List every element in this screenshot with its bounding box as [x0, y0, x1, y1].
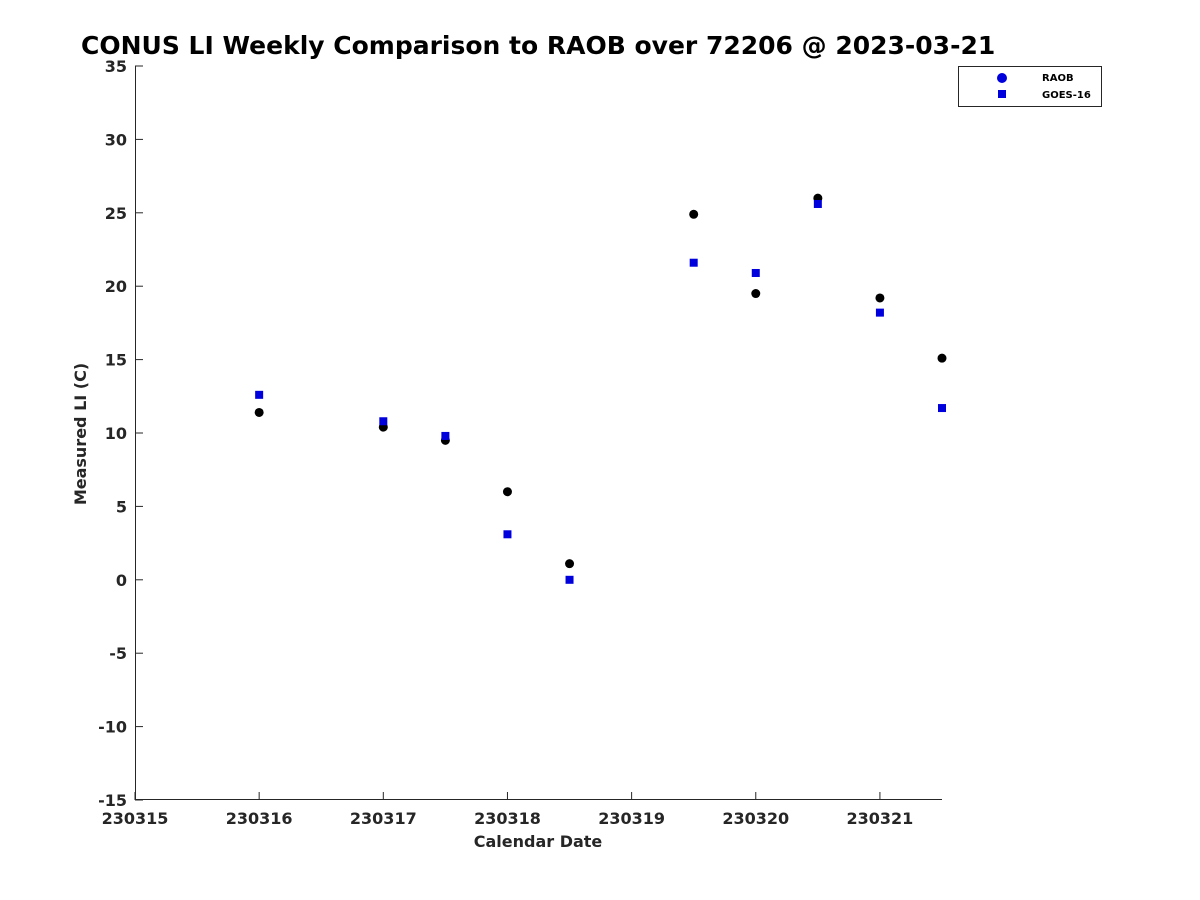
- point-raob: [751, 289, 761, 299]
- point-goes16: [875, 308, 884, 317]
- legend-marker-goes16: [998, 90, 1006, 98]
- point-goes16: [689, 258, 698, 267]
- point-raob: [689, 209, 699, 219]
- legend-label-raob: RAOB: [1042, 73, 1074, 84]
- x-tick-label: 230317: [350, 809, 417, 828]
- legend-marker-raob: [997, 73, 1007, 83]
- y-tick-label: -5: [109, 644, 127, 663]
- legend-label-goes16: GOES-16: [1042, 90, 1091, 101]
- chart-title: CONUS LI Weekly Comparison to RAOB over …: [81, 31, 995, 60]
- y-tick-label: 5: [116, 497, 127, 516]
- point-goes16: [441, 431, 450, 440]
- point-raob: [254, 407, 264, 417]
- point-goes16: [565, 575, 574, 584]
- point-goes16: [813, 199, 822, 208]
- x-tick-label: 230319: [598, 809, 665, 828]
- point-goes16: [503, 530, 512, 539]
- x-axis-label: Calendar Date: [474, 832, 603, 851]
- x-tick-label: 230321: [847, 809, 914, 828]
- legend: RAOB GOES-16: [958, 66, 1102, 107]
- point-goes16: [379, 417, 388, 426]
- y-axis-label: Measured LI (C): [71, 363, 90, 505]
- y-tick-label: 20: [105, 277, 127, 296]
- y-tick-label: -15: [98, 791, 127, 810]
- x-tick-label: 230318: [474, 809, 541, 828]
- y-tick-label: 10: [105, 424, 127, 443]
- y-tick-label: 15: [105, 351, 127, 370]
- point-raob: [502, 487, 512, 497]
- x-tick-label: 230315: [102, 809, 169, 828]
- point-goes16: [751, 268, 760, 277]
- y-tick-label: -10: [98, 718, 127, 737]
- y-tick-label: 0: [116, 571, 127, 590]
- y-tick-label: 35: [105, 57, 127, 76]
- point-goes16: [255, 390, 264, 399]
- x-tick-label: 230316: [226, 809, 293, 828]
- x-tick-label: 230320: [722, 809, 789, 828]
- y-tick-label: 30: [105, 130, 127, 149]
- point-raob: [565, 559, 575, 569]
- point-raob: [937, 353, 947, 363]
- point-goes16: [938, 404, 946, 413]
- y-tick-label: 25: [105, 204, 127, 223]
- point-raob: [875, 293, 885, 303]
